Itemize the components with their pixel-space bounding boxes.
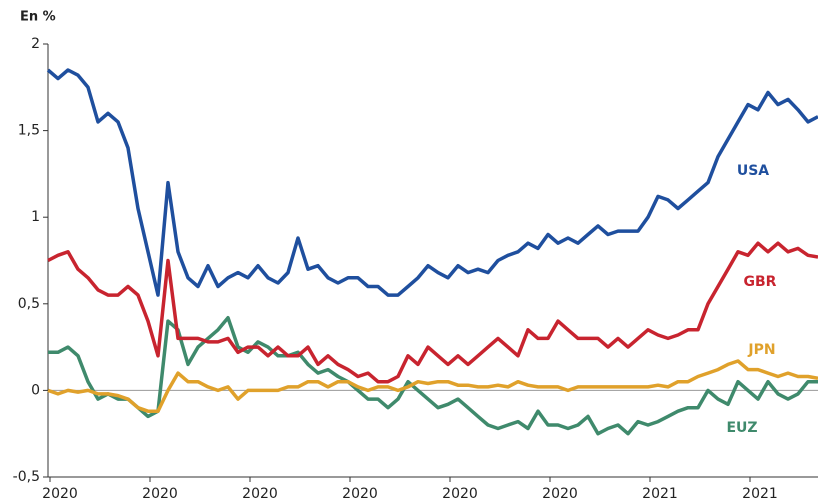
x-tick-label: 2020 — [242, 486, 278, 502]
series-line — [46, 68, 818, 297]
x-tick-label: 2020 — [42, 486, 78, 502]
y-tick-label: 2 — [31, 36, 40, 52]
x-tick-label: 2021 — [742, 486, 778, 502]
series-line — [47, 241, 818, 384]
series-label: USA — [737, 163, 769, 179]
x-tick-label: 2020 — [442, 486, 478, 502]
y-tick-label: 0,5 — [18, 296, 40, 312]
x-tick-label: 2020 — [342, 486, 378, 502]
series-label: JPN — [747, 342, 775, 358]
y-tick-label: 1,5 — [18, 123, 40, 139]
y-tick-label: 0 — [31, 382, 40, 398]
y-axis-title: En % — [20, 10, 56, 25]
x-tick-label: 2020 — [142, 486, 178, 502]
y-tick-label: 1 — [31, 209, 40, 225]
x-tick-label: 2020 — [542, 486, 578, 502]
series-label: GBR — [744, 274, 777, 290]
series-label: EUZ — [726, 420, 757, 436]
series-line — [47, 359, 818, 413]
y-tick-label: -0,5 — [13, 469, 40, 485]
x-tick-label: 2021 — [642, 486, 678, 502]
